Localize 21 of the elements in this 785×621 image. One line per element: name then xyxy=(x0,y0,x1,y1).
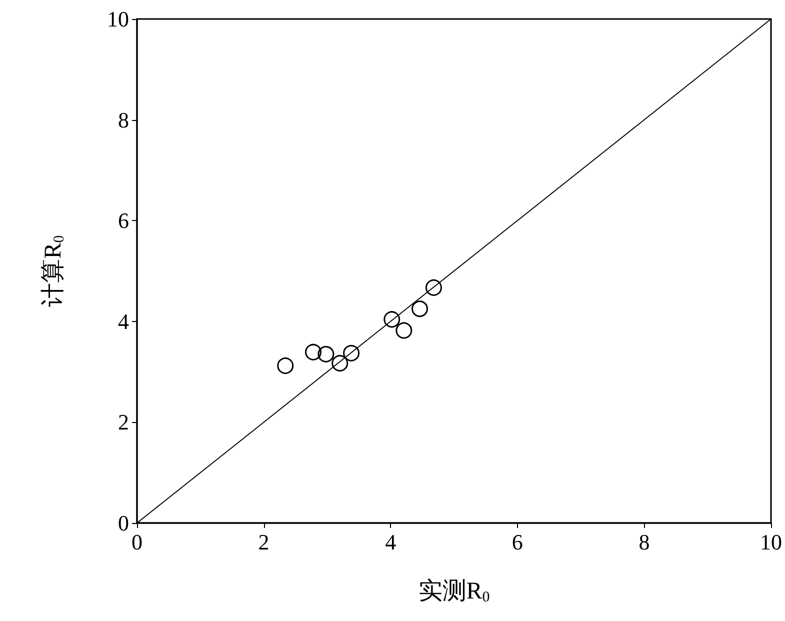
y-axis-title: 计算R0 xyxy=(40,235,68,307)
x-tick-label: 2 xyxy=(258,530,270,554)
y-tick-label: 2 xyxy=(118,410,129,435)
x-tick-label: 4 xyxy=(385,530,396,554)
y-tick-label: 10 xyxy=(107,6,129,32)
point xyxy=(412,300,428,318)
point xyxy=(343,344,360,362)
x-tick-label: 6 xyxy=(512,530,523,554)
point xyxy=(384,311,400,328)
point xyxy=(305,344,322,360)
y-tick-label: 0 xyxy=(118,510,129,536)
x-tick-label: 8 xyxy=(638,530,650,554)
point xyxy=(425,279,442,296)
point xyxy=(277,358,294,374)
point xyxy=(318,346,334,362)
point xyxy=(396,322,412,339)
x-tick-label: 10 xyxy=(760,530,782,554)
y-tick-label: 8 xyxy=(118,107,129,132)
y-tick-label: 6 xyxy=(118,208,129,234)
y-tick-label: 4 xyxy=(118,308,129,334)
point xyxy=(332,354,348,372)
